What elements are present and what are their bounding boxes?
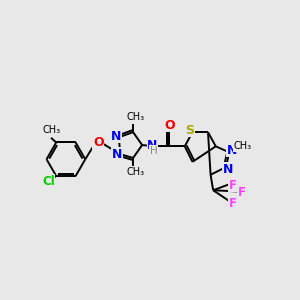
Text: F: F: [238, 186, 246, 199]
Text: Cl: Cl: [42, 175, 55, 188]
Text: CH₃: CH₃: [43, 124, 61, 134]
Text: S: S: [185, 124, 194, 136]
Text: CH₃: CH₃: [126, 112, 144, 122]
Text: F: F: [229, 178, 236, 192]
Text: N: N: [111, 130, 121, 142]
Text: N: N: [112, 148, 122, 160]
Text: N: N: [227, 144, 237, 157]
Text: O: O: [164, 118, 175, 132]
Text: O: O: [93, 136, 104, 149]
Text: CH₃: CH₃: [234, 141, 252, 151]
Text: F: F: [229, 197, 236, 210]
Text: N: N: [147, 139, 158, 152]
Text: CH₃: CH₃: [126, 167, 144, 177]
Text: H: H: [150, 146, 158, 156]
Text: N: N: [222, 163, 233, 176]
